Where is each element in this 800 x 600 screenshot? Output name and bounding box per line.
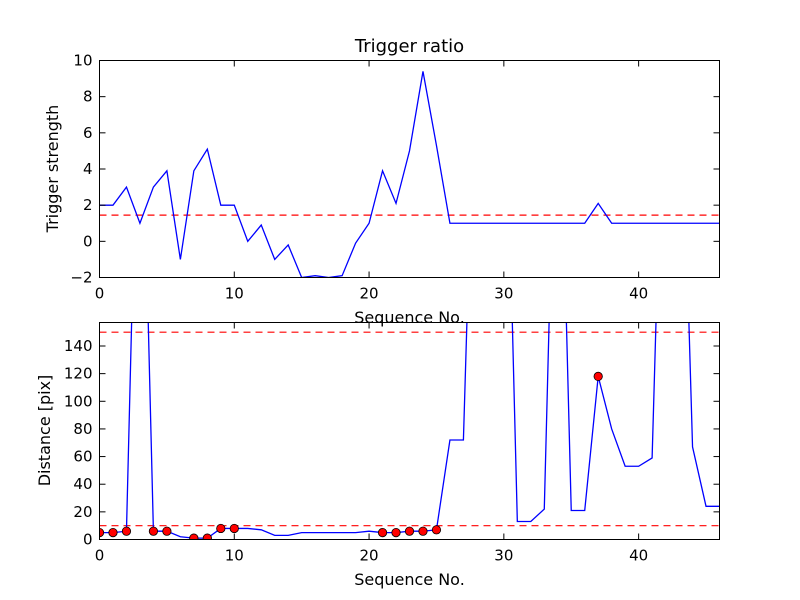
- bottom-marker-point: [162, 526, 172, 536]
- top-ytick-label: −2: [70, 269, 92, 287]
- top-xtick-label: 10: [225, 285, 244, 303]
- top-ytick-label: 8: [83, 88, 93, 106]
- bottom-chart-ylabel: Distance [pix]: [35, 375, 54, 487]
- bottom-marker-point: [148, 526, 159, 536]
- bottom-marker-point: [121, 526, 132, 536]
- bottom-ticks: 0 10 20 30 40 0 20 40 60 80 100 120 140: [64, 322, 720, 565]
- top-ytick-label: 0: [83, 232, 93, 250]
- bottom-marker-point: [377, 527, 388, 538]
- top-ytick-label: 6: [83, 124, 93, 142]
- top-xtick-label: 30: [494, 285, 513, 303]
- top-ytick-label: 10: [73, 52, 92, 70]
- bottom-plot-area: [99, 322, 720, 540]
- bottom-marker-point: [108, 527, 118, 538]
- bottom-ytick-label: 40: [73, 475, 92, 493]
- bottom-xtick-label: 0: [95, 547, 105, 565]
- bottom-marker-point: [229, 523, 239, 534]
- bottom-marker-point: [418, 526, 428, 536]
- bottom-ytick-label: 60: [73, 448, 92, 466]
- top-series-line: [99, 71, 720, 278]
- bottom-xtick-label: 10: [225, 547, 244, 565]
- bottom-chart: Distance [pix] Sequence No. 0 10 20 30 40 0 20…: [35, 322, 720, 589]
- bottom-ytick-label: 100: [64, 392, 93, 410]
- bottom-axes-frame: [99, 322, 720, 540]
- bottom-ytick-label: 20: [73, 503, 92, 521]
- bottom-marker-point: [216, 523, 226, 534]
- top-plot-area: [99, 71, 720, 278]
- bottom-xtick-label: 30: [494, 547, 513, 565]
- top-xtick-label: 40: [629, 285, 648, 303]
- bottom-ytick-label: 120: [64, 365, 93, 383]
- bottom-xtick-label: 40: [629, 547, 648, 565]
- bottom-marker-point: [202, 533, 212, 540]
- bottom-ytick-label: 140: [64, 337, 93, 355]
- bottom-marker-point: [391, 527, 401, 538]
- top-xtick-label: 20: [360, 285, 379, 303]
- bottom-ytick-label: 80: [73, 420, 92, 438]
- bottom-marker-point: [189, 533, 199, 540]
- bottom-series-line: [99, 322, 720, 539]
- bottom-ytick-label: 0: [83, 531, 93, 549]
- top-chart-xlabel: Sequence No.: [354, 308, 465, 327]
- top-chart-title: Trigger ratio: [354, 36, 464, 57]
- bottom-marker-point: [431, 525, 442, 535]
- top-ytick-label: 4: [83, 160, 93, 178]
- bottom-marker-point: [404, 526, 415, 536]
- top-xtick-label: 0: [95, 285, 105, 303]
- bottom-chart-xlabel: Sequence No.: [354, 570, 465, 589]
- top-chart-ylabel: Trigger strength: [43, 105, 62, 234]
- top-ytick-label: 2: [83, 196, 93, 214]
- bottom-xtick-label: 20: [360, 547, 379, 565]
- bottom-marker-point: [593, 371, 603, 382]
- top-chart: Trigger ratio Trigger strength Sequence …: [43, 36, 720, 327]
- top-axes-frame: [99, 60, 720, 278]
